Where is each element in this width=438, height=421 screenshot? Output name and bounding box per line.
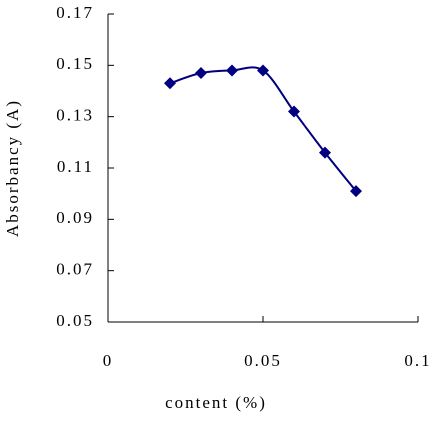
- marker: [195, 67, 207, 80]
- y-tick-label: 0.15: [56, 54, 94, 73]
- y-tick-label: 0.11: [57, 157, 94, 176]
- y-tick-label: 0.13: [56, 106, 94, 125]
- x-axis-label: content (%): [165, 393, 267, 412]
- line: [169, 66, 357, 192]
- y-tick-label: 0.07: [56, 260, 94, 279]
- marker: [319, 146, 331, 159]
- x-tick-label: 0: [103, 351, 114, 370]
- marker: [257, 64, 269, 77]
- y-tick-label: 0.05: [56, 311, 94, 330]
- x-tick-label: 0.05: [244, 351, 282, 370]
- marker: [288, 105, 300, 118]
- x-tick-label: 0.1: [404, 351, 431, 370]
- marker: [226, 64, 238, 77]
- y-tick-label: 0.17: [56, 3, 94, 22]
- y-axis-label: Absorbancy (A): [3, 99, 22, 237]
- marker: [350, 185, 362, 198]
- marker: [164, 77, 176, 90]
- y-tick-label: 0.09: [56, 208, 94, 227]
